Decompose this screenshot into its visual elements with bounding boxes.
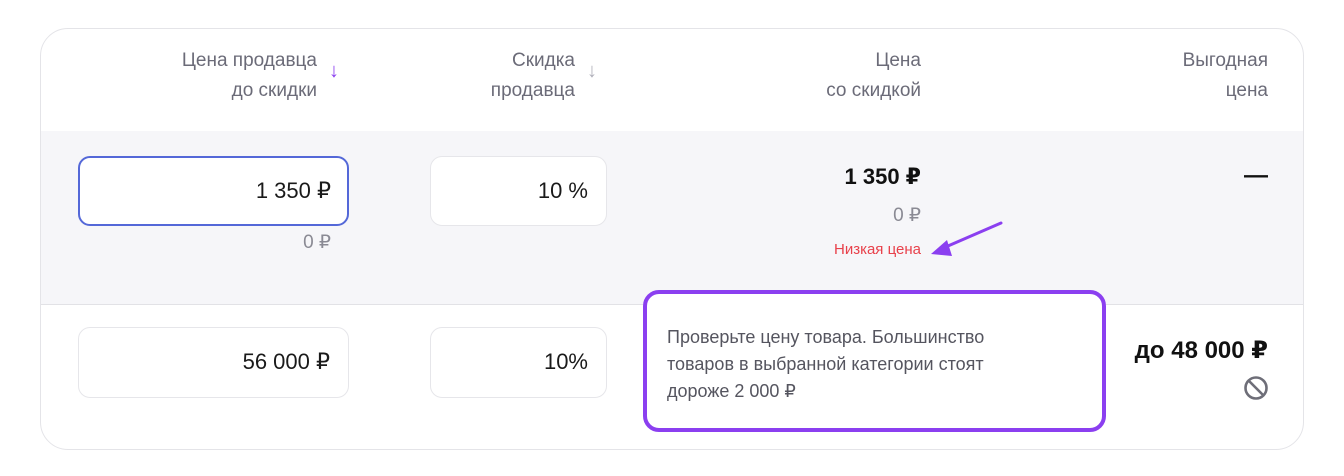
sort-down-icon[interactable]: ↓	[329, 60, 339, 82]
header-line: до скидки	[231, 80, 317, 101]
header-line: Выгодная	[1182, 50, 1268, 71]
tooltip-text: дороже 2 000 ₽	[667, 381, 796, 401]
header-line: продавца	[490, 80, 575, 101]
low-price-warning[interactable]: Низкая цена	[833, 241, 921, 258]
ban-icon[interactable]	[1243, 375, 1269, 401]
header-price-before-discount[interactable]: Цена продавца до скидки	[182, 46, 317, 106]
discount-input[interactable]: 10 %	[430, 156, 607, 226]
header-discounted-price: Цена со скидкой	[826, 46, 921, 106]
price-input[interactable]: 56 000 ₽	[78, 327, 349, 398]
header-line: со скидкой	[826, 80, 921, 101]
header-line: Цена продавца	[181, 50, 317, 71]
sort-down-icon[interactable]: ↓	[587, 60, 597, 82]
header-best-price: Выгодная цена	[1183, 46, 1268, 106]
discounted-sub-value: 0 ₽	[893, 205, 921, 226]
price-warning-tooltip: Проверьте цену товара. Большинство товар…	[643, 290, 1106, 432]
best-price-empty: —	[1244, 162, 1268, 189]
header-line: цена	[1225, 80, 1268, 101]
tooltip-text: Проверьте цену товара. Большинство	[667, 327, 985, 347]
annotation-arrow-icon	[931, 221, 1003, 256]
tooltip-text: товаров в выбранной категории стоят	[667, 354, 984, 374]
price-input[interactable]: 1 350 ₽	[78, 156, 349, 226]
discount-input[interactable]: 10%	[430, 327, 607, 398]
header-line: Цена	[875, 50, 921, 71]
best-price: до 48 000 ₽	[1134, 337, 1268, 364]
price-sub-value: 0 ₽	[303, 232, 331, 253]
discounted-price: 1 350 ₽	[844, 164, 921, 189]
header-seller-discount[interactable]: Скидка продавца	[491, 46, 575, 106]
header-line: Скидка	[511, 50, 575, 71]
